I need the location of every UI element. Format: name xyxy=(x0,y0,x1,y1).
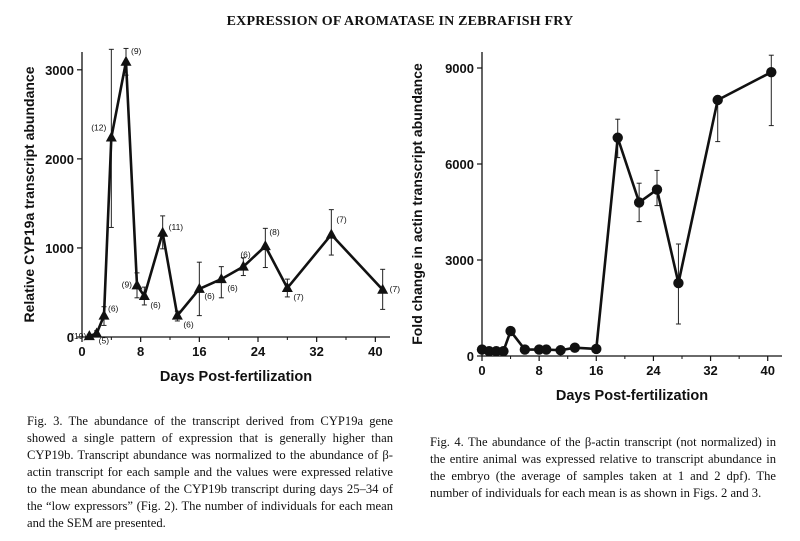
n-label: (7) xyxy=(390,284,400,294)
x-tick-label: 32 xyxy=(703,363,717,378)
n-label: (6) xyxy=(204,291,215,301)
x-axis-label: Days Post-fertilization xyxy=(556,388,708,404)
data-point xyxy=(633,197,645,208)
n-label: (9) xyxy=(122,279,133,289)
data-point xyxy=(505,325,516,337)
x-tick-label: 0 xyxy=(78,344,85,359)
y-axis-label: Relative CYP19a transcript abundance xyxy=(21,66,37,322)
caption-fig3-label: Fig. 3. xyxy=(27,414,63,428)
n-label: (6) xyxy=(150,300,161,310)
data-point xyxy=(377,283,389,294)
series-line xyxy=(88,60,384,338)
x-tick-label: 24 xyxy=(646,363,661,378)
chart-actin: 0 8 16 24 32 40 0 3000 6000 9000 Days Post-fertili… xyxy=(409,52,782,404)
data-point xyxy=(98,309,110,320)
data-point xyxy=(105,131,117,142)
data-point xyxy=(138,290,150,301)
n-label: (9) xyxy=(131,46,142,56)
data-point xyxy=(491,346,502,357)
y-axis-label: Fold change in actin transcript abundanc… xyxy=(409,63,425,345)
data-point xyxy=(591,343,602,355)
error-bar xyxy=(768,54,774,127)
x-tick-label: 40 xyxy=(368,344,382,359)
data-point xyxy=(569,342,581,353)
y-tick-label: 2000 xyxy=(45,152,74,167)
n-label: (8) xyxy=(269,227,280,237)
n-label: (6) xyxy=(108,304,119,314)
x-tick-label: 8 xyxy=(137,344,144,359)
n-label: (6) xyxy=(227,283,238,293)
data-point xyxy=(157,226,169,237)
x-tick-label: 16 xyxy=(589,363,603,378)
data-point xyxy=(651,184,663,195)
x-axis-label: Days Post-fertilization xyxy=(160,369,312,385)
data-point xyxy=(237,260,249,271)
y-tick-label: 0 xyxy=(67,330,74,345)
data-point xyxy=(555,345,566,356)
caption-fig4-text: The abundance of the β-actin transcript … xyxy=(430,435,780,500)
n-label: (6) xyxy=(183,320,194,330)
x-tick-label: 40 xyxy=(760,363,774,378)
caption-fig4-label: Fig. 4. xyxy=(430,435,464,449)
data-point xyxy=(83,330,95,341)
caption-fig4: Fig. 4. The abundance of the β-actin tra… xyxy=(430,434,776,502)
caption-fig3-text: The abundance of the transcript derived … xyxy=(27,414,397,530)
x-tick-label: 0 xyxy=(478,363,485,378)
n-label: (12) xyxy=(91,123,106,133)
y-tick-label: 0 xyxy=(467,349,474,364)
data-point xyxy=(673,277,684,289)
n-label: (11) xyxy=(169,222,184,232)
data-point xyxy=(120,55,132,66)
data-point xyxy=(533,344,545,355)
series-line xyxy=(481,71,772,353)
data-point xyxy=(519,344,531,355)
data-point xyxy=(483,346,495,357)
y-tick-label: 3000 xyxy=(445,253,474,268)
data-point xyxy=(215,273,227,284)
data-point xyxy=(193,282,205,293)
page-title: EXPRESSION OF AROMATASE IN ZEBRAFISH FRY xyxy=(226,14,574,29)
y-tick-label: 3000 xyxy=(45,63,74,78)
n-label: (7) xyxy=(293,292,304,302)
y-tick-label: 6000 xyxy=(445,157,474,172)
data-point xyxy=(766,66,777,78)
data-point xyxy=(325,228,337,239)
n-label: (6) xyxy=(240,250,251,260)
n-label: (19) xyxy=(71,331,86,341)
x-tick-label: 8 xyxy=(536,363,543,378)
caption-fig3: Fig. 3. The abundance of the transcript … xyxy=(27,413,393,532)
data-point xyxy=(171,309,183,320)
y-tick-label: 9000 xyxy=(445,61,474,76)
data-point xyxy=(498,346,509,357)
n-label: (7) xyxy=(336,215,347,225)
data-point xyxy=(712,94,723,106)
data-point xyxy=(259,240,271,251)
y-tick-label: 1000 xyxy=(45,241,74,256)
x-tick-label: 16 xyxy=(192,344,206,359)
data-point xyxy=(612,132,623,143)
data-point xyxy=(91,327,103,338)
data-point xyxy=(541,344,552,355)
x-tick-label: 32 xyxy=(309,344,323,359)
n-label: (5) xyxy=(99,335,110,345)
chart-cyp19a: 0 8 16 24 32 40 0 1000 2000 3000 Days Post-fertili… xyxy=(21,46,400,385)
x-tick-label: 24 xyxy=(251,344,266,359)
data-point xyxy=(131,279,143,290)
data-point xyxy=(281,282,293,293)
